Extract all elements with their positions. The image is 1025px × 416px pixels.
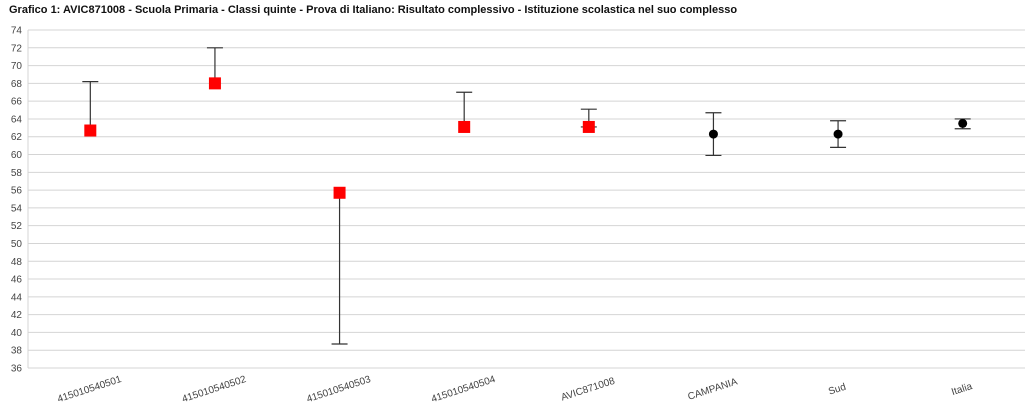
data-point-circle (708, 129, 718, 139)
y-tick-label: 74 (11, 26, 23, 37)
y-tick-label: 56 (11, 186, 23, 197)
y-tick-label: 58 (11, 168, 23, 179)
y-tick-label: 48 (11, 257, 23, 268)
data-point-square (208, 77, 221, 90)
x-tick-label: 415010540504 (430, 374, 497, 405)
y-tick-label: 62 (11, 132, 23, 143)
data-point-square (458, 120, 471, 133)
x-tick-label: CAMPANIA (686, 376, 739, 402)
y-tick-label: 70 (11, 61, 23, 72)
x-tick-label: 415010540501 (56, 374, 123, 405)
x-tick-label: Italia (950, 381, 974, 398)
x-tick-label: 415010540503 (305, 374, 372, 405)
y-tick-label: 68 (11, 79, 23, 90)
y-tick-label: 52 (11, 221, 23, 232)
x-tick-label: Sud (827, 382, 847, 398)
data-point-square (582, 120, 595, 133)
y-tick-label: 54 (11, 203, 23, 214)
y-tick-label: 38 (11, 346, 23, 357)
chart-title: Grafico 1: AVIC871008 - Scuola Primaria … (9, 4, 738, 16)
data-point-square (333, 186, 346, 199)
data-point-circle (958, 118, 968, 128)
y-tick-label: 40 (11, 328, 23, 339)
y-tick-label: 60 (11, 150, 23, 161)
y-tick-label: 46 (11, 275, 23, 286)
y-tick-label: 42 (11, 310, 23, 321)
y-tick-label: 44 (11, 292, 23, 303)
x-tick-label: 415010540502 (181, 374, 248, 405)
data-point-square (84, 124, 97, 137)
y-tick-label: 36 (11, 364, 23, 375)
y-tick-label: 72 (11, 43, 23, 54)
y-tick-label: 64 (11, 114, 23, 125)
y-tick-label: 50 (11, 239, 23, 250)
x-tick-label: AVIC871008 (560, 376, 617, 404)
data-point-circle (833, 129, 843, 139)
y-tick-label: 66 (11, 97, 23, 108)
